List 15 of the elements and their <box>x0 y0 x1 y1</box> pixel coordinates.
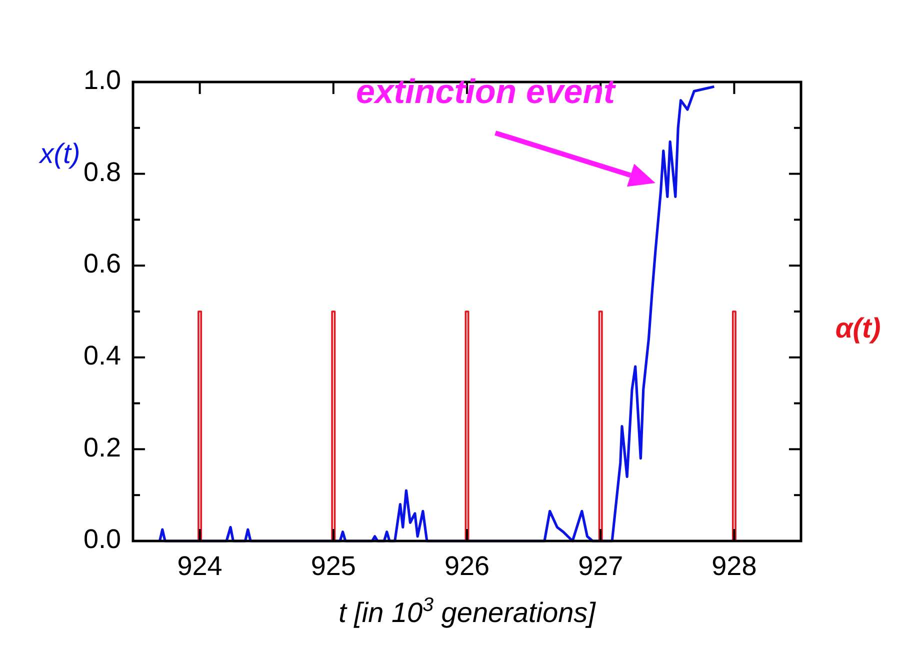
y-tick-label: 0.2 <box>83 432 121 462</box>
annotation: extinction event <box>356 72 616 111</box>
text: x(t) <box>38 138 80 169</box>
y-tick-label: 0.4 <box>83 340 121 371</box>
y-tick-label: 0.0 <box>83 524 121 554</box>
x-tick-label: 925 <box>310 551 356 581</box>
y-tick-label: 0.8 <box>83 156 121 187</box>
x-tick-label: 927 <box>578 551 624 581</box>
x-tick-label: 928 <box>712 551 757 581</box>
text: α(t) <box>835 312 881 344</box>
x-tick-label: 924 <box>177 551 222 581</box>
y-tick-label: 0.6 <box>83 248 121 279</box>
y-tick-label: 1.0 <box>83 65 121 96</box>
x-tick-label: 926 <box>444 551 490 581</box>
x-axis-title: t [in 10$^{3}$ generations] <box>338 594 597 628</box>
